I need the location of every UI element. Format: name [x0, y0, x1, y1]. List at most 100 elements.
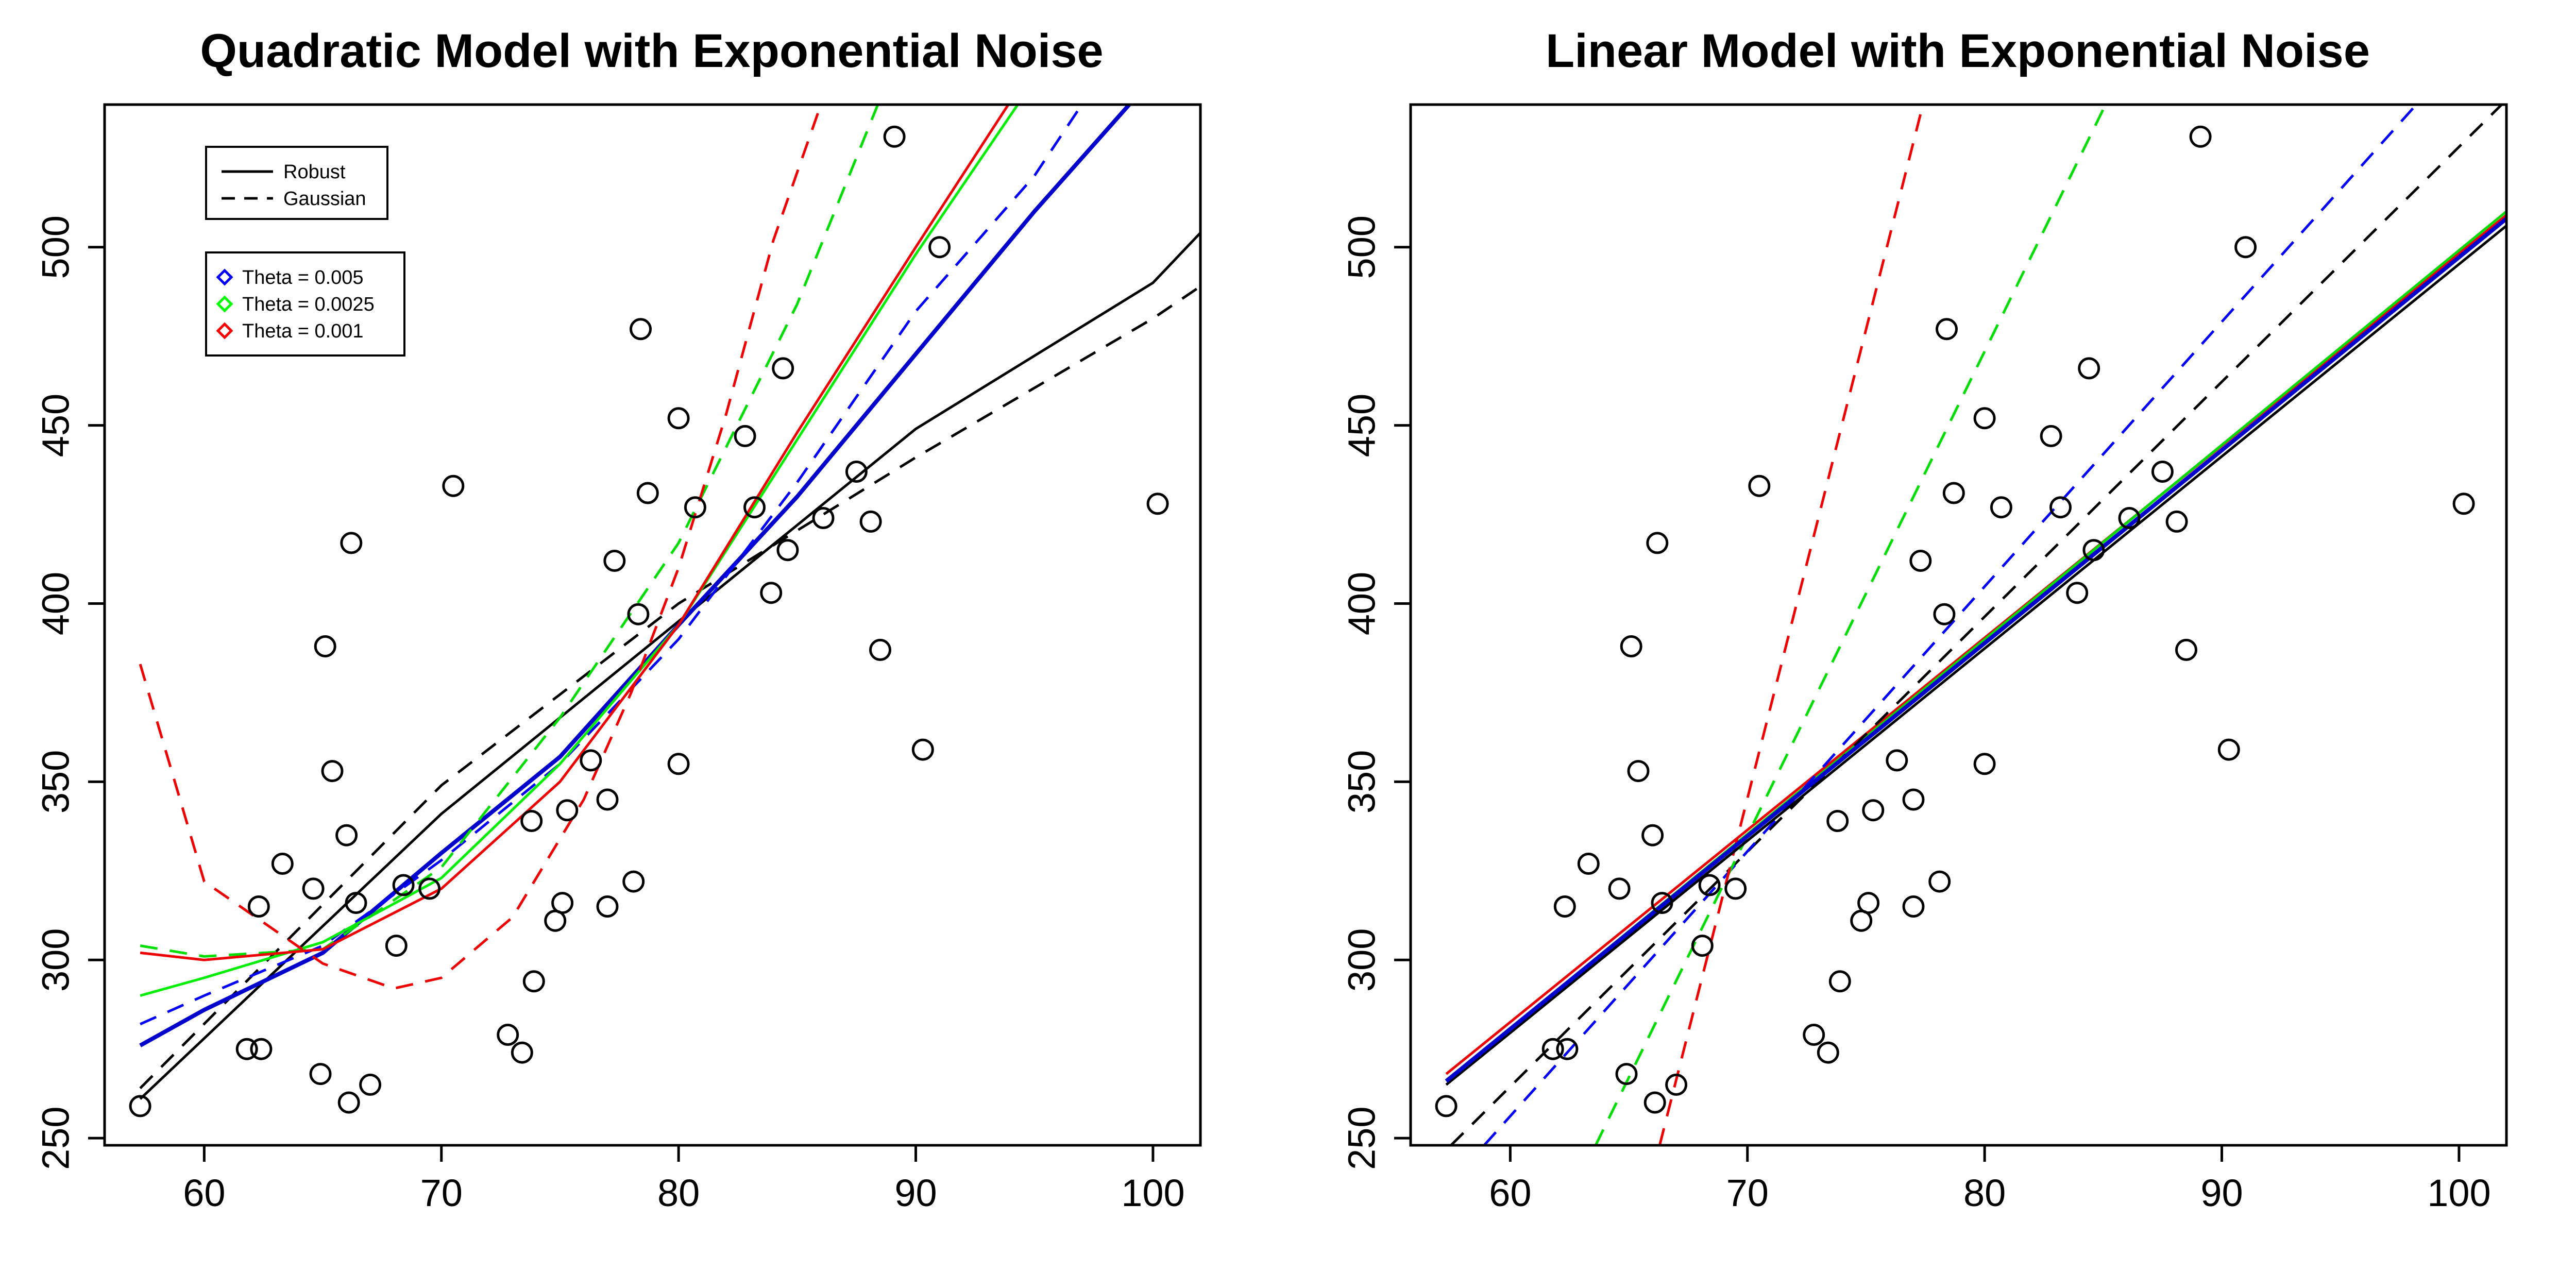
data-point: [580, 749, 602, 772]
data-point: [314, 635, 336, 657]
fit-line-robust-7: [1445, 217, 2506, 1083]
data-point: [359, 1073, 382, 1096]
data-points: [129, 125, 1169, 1117]
data-point: [1435, 1095, 1458, 1117]
data-point: [1691, 935, 1714, 957]
data-point: [2049, 496, 2072, 519]
data-point: [1665, 1073, 1688, 1096]
data-point: [2175, 638, 2197, 661]
data-point: [337, 1091, 360, 1114]
data-point: [627, 603, 650, 625]
legend: Robust Gaussian Theta = 0.005 Theta = 0.002…: [205, 146, 405, 357]
data-point: [129, 1095, 151, 1117]
data-point: [1553, 895, 1576, 918]
data-point: [1942, 482, 1965, 504]
data-point: [1608, 877, 1631, 900]
fit-line-robust-0: [139, 232, 1200, 1100]
data-point: [442, 474, 465, 497]
legend-diamond-icon: [216, 295, 233, 313]
data-point: [1928, 870, 1951, 893]
x-tick-label: 80: [1963, 1172, 2006, 1214]
data-point: [1817, 1041, 1839, 1064]
fit-line-robust-6: [1445, 225, 2506, 1086]
data-point: [392, 874, 415, 896]
data-point: [1615, 1063, 1638, 1086]
data-point: [335, 824, 358, 846]
data-point: [1826, 810, 1849, 832]
data-point: [309, 1063, 332, 1086]
data-point: [667, 407, 690, 430]
x-tick-label: 90: [894, 1172, 937, 1214]
fit-line-gaussian-7: [139, 105, 822, 990]
data-point: [2082, 539, 2105, 562]
data-point: [596, 895, 619, 918]
fit-line-robust-4: [140, 105, 1019, 997]
data-point: [743, 496, 766, 519]
data-point: [321, 760, 344, 783]
data-point: [1627, 760, 1650, 783]
fit-line-robust-0: [1445, 214, 2506, 1075]
data-point: [511, 1041, 533, 1064]
data-point: [551, 892, 574, 914]
data-point: [667, 753, 690, 775]
linear-model-panel: Linear Model with Exponential Noise 60 70…: [1341, 25, 2508, 1214]
y-tick-label: 350: [35, 750, 77, 814]
data-point: [1541, 1038, 1564, 1060]
data-point: [1698, 874, 1721, 896]
data-point: [1643, 1091, 1666, 1114]
chart-title: Linear Model with Exponential Noise: [1546, 25, 2370, 77]
data-point: [2118, 507, 2141, 529]
data-point: [1724, 877, 1747, 900]
data-point: [418, 877, 441, 900]
data-point: [1973, 407, 1996, 430]
y-tick-label: 300: [1341, 928, 1383, 992]
data-point: [247, 895, 270, 918]
x-tick-label: 60: [1489, 1172, 1531, 1214]
fit-line-gaussian-5: [140, 105, 879, 958]
fit-lines: [1445, 105, 2506, 1145]
data-point: [1886, 749, 1908, 772]
chart-title: Quadratic Model with Exponential Noise: [200, 25, 1103, 77]
data-point: [603, 550, 626, 572]
data-point: [684, 496, 706, 519]
data-point: [2189, 125, 2212, 148]
data-point: [1748, 474, 1771, 497]
legend-label: Theta = 0.001: [242, 320, 364, 342]
y-tick-label: 450: [35, 394, 77, 457]
legend-label: Theta = 0.0025: [242, 294, 375, 315]
data-point: [2165, 510, 2188, 533]
data-point: [271, 853, 294, 875]
data-point: [869, 638, 891, 661]
data-point: [1902, 788, 1925, 811]
data-point: [1577, 853, 1600, 875]
legend-label: Gaussian: [283, 188, 366, 210]
data-point: [345, 892, 367, 914]
x-tick-label: 100: [1121, 1172, 1184, 1214]
data-point: [2066, 582, 2089, 604]
y-tick-label: 400: [1341, 572, 1383, 635]
data-point: [2040, 425, 2062, 447]
y-tick-label: 450: [1341, 394, 1383, 457]
data-point: [622, 870, 645, 893]
data-point: [845, 461, 868, 483]
fit-line-robust-6: [140, 105, 1010, 961]
data-point: [1641, 824, 1664, 846]
data-point: [1828, 970, 1851, 993]
y-tick-label: 300: [35, 928, 77, 992]
data-points: [1435, 125, 2475, 1117]
data-point: [911, 738, 934, 761]
axis-ticks: 60 70 80 90 100 250 300 350 400 450 500: [1341, 215, 2491, 1214]
data-point: [1933, 603, 1956, 625]
data-point: [1902, 895, 1925, 918]
data-point: [2078, 357, 2100, 380]
data-point: [1620, 635, 1642, 657]
y-tick-label: 250: [1341, 1106, 1383, 1170]
data-point: [497, 1024, 519, 1046]
y-tick-label: 250: [35, 1106, 77, 1170]
data-point: [859, 510, 882, 533]
legend-label: Robust: [283, 161, 346, 183]
data-point: [883, 125, 906, 148]
data-point: [2234, 236, 2257, 259]
data-point: [2217, 738, 2240, 761]
legend-box: [205, 146, 388, 220]
